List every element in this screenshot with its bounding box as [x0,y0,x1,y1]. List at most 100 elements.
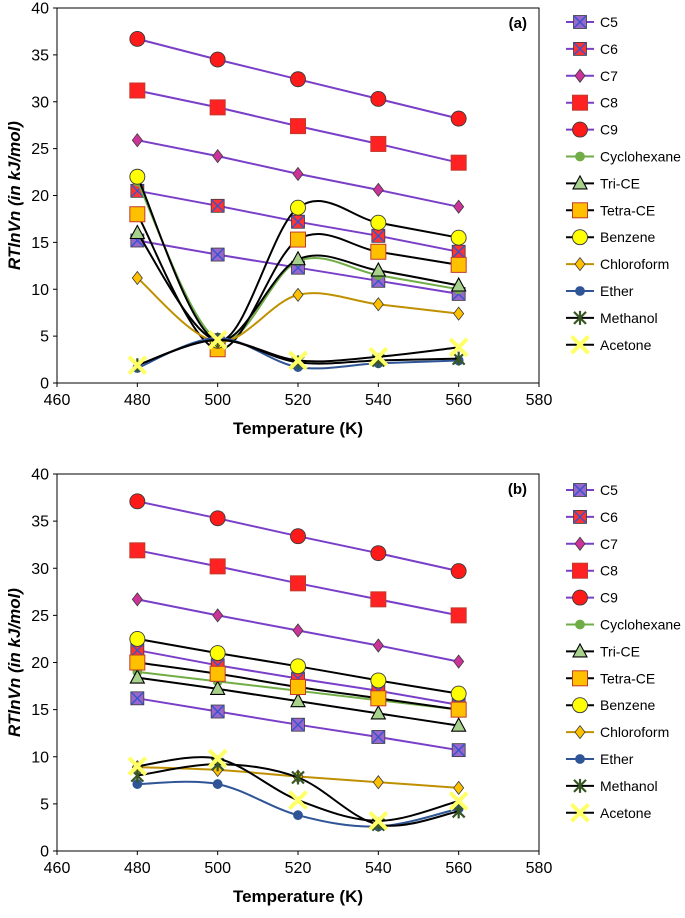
legend-marker [570,802,590,823]
data-point [451,351,466,366]
series-benzene [129,168,467,349]
legend-marker [572,174,588,190]
legend-marker [574,256,586,272]
y-tick-label: 25 [31,608,49,625]
data-point [372,638,384,653]
data-point [370,261,387,277]
series-c7 [131,592,465,669]
data-point [291,717,305,732]
data-point [129,206,146,223]
y-tick-label: 35 [31,514,49,531]
data-point [212,608,224,623]
legend-label: Ether [600,283,634,299]
legend-item: C6 [566,509,618,525]
legend-item: Tetra-CE [566,202,655,219]
x-tick-label: 500 [204,860,231,877]
data-point [448,337,469,358]
data-point [129,654,146,671]
data-point [290,679,306,696]
data-point [370,672,387,689]
data-point [212,779,223,789]
legend-item: Methanol [566,778,658,794]
data-point [293,810,303,821]
data-point [209,680,226,695]
data-point [290,71,306,88]
legend-marker-cross [573,15,587,29]
chart-panel-b: 0 5 10 15 20 25 30 35 40 460 480 500 520 540 560 580 Tem… [5,467,681,907]
data-point-cross [211,705,225,719]
y-tick-label: 30 [31,94,49,111]
data-point [131,592,143,607]
data-point [129,30,146,47]
legend-item: Tetra-CE [566,670,655,687]
series-tetra-ce [129,654,467,718]
y-tick-label: 25 [31,141,49,158]
data-point [209,665,226,682]
data-point [290,528,306,545]
legend-label: Ether [600,751,634,767]
data-point [450,256,467,273]
series-line [136,213,459,351]
chart-panel-a: 0 5 10 15 20 25 30 35 40 460 480 500 520 540 560 580 Tem… [5,1,681,439]
series-tri-ce [129,668,467,732]
data-point [370,135,387,152]
legend-label: C9 [600,122,618,138]
legend-item: C7 [566,536,618,552]
legend-item: Chloroform [566,256,669,272]
y-tick-label: 10 [31,282,49,299]
data-point [127,756,148,777]
x-tick-label: 580 [526,392,553,409]
series-acetone [127,748,469,831]
y-tick-label: 10 [31,749,49,766]
legend-label: Chloroform [600,256,669,272]
data-point [291,770,305,785]
data-point [209,51,226,68]
data-point [210,198,225,213]
data-point [451,743,466,758]
data-point [290,575,306,592]
data-point [451,244,466,259]
legend-label: Tetra-CE [600,202,655,218]
legend-marker [573,42,587,56]
x-tick-label: 520 [285,860,312,877]
data-point-cross [130,691,144,705]
series-c7 [131,133,465,214]
data-point [450,607,467,624]
data-point [288,790,308,810]
legend-label: Cyclohexane [600,149,681,165]
legend-marker [574,536,586,551]
series-c9 [129,30,467,127]
y-tick-label: 15 [31,702,49,719]
data-point [290,199,306,216]
legend-marker [572,642,588,658]
y-tick-label: 0 [40,376,49,393]
data-point [450,701,467,718]
data-point [209,99,226,116]
data-point [448,791,469,811]
series-chloroform [131,270,465,349]
data-point [453,654,465,669]
legend-item: Acetone [566,334,652,355]
legend-marker [572,94,588,111]
data-point [129,493,146,510]
legend-label: C8 [600,563,618,579]
legend-label: Tri-CE [600,643,640,659]
legend-label: C7 [600,68,618,84]
legend-label: Tetra-CE [600,670,655,686]
legend-marker-cross [573,483,587,497]
legend-label: Benzene [600,229,655,245]
data-point [212,148,224,164]
data-point [129,168,146,185]
legend-label: C6 [600,41,618,57]
legend-marker [575,286,585,296]
legend-marker [574,68,586,83]
data-point [207,748,228,769]
data-point [129,542,146,559]
y-tick-label: 5 [40,796,49,813]
legend-marker [575,619,585,630]
y-tick-label: 40 [31,1,49,18]
y-tick-label: 35 [31,47,49,64]
panel-label: (a) [509,15,527,32]
y-tick-label: 15 [31,235,49,252]
